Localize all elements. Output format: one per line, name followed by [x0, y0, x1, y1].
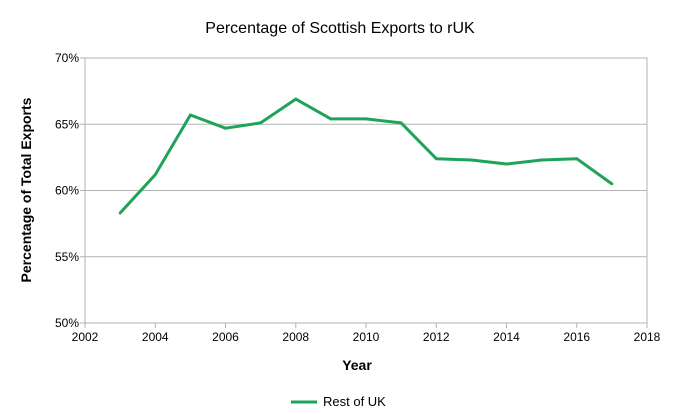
data-point-2013	[469, 158, 473, 162]
y-tick-label-60: 60%	[55, 184, 79, 198]
legend-label-rest-of-uk: Rest of UK	[323, 394, 386, 409]
x-tick-label-2012: 2012	[423, 330, 450, 344]
x-tick-label-2004: 2004	[142, 330, 169, 344]
data-point-2006	[224, 126, 227, 130]
series-layer	[118, 97, 614, 215]
data-point-2011	[399, 121, 403, 125]
y-tick-label-50: 50%	[55, 316, 79, 330]
x-tick-label-2008: 2008	[282, 330, 309, 344]
y-tick-label-65: 65%	[55, 117, 79, 131]
x-axis-title: Year	[342, 357, 372, 373]
legend: Rest of UK	[291, 394, 386, 409]
y-axis-ticks: 50% 55% 60% 65% 70%	[55, 51, 85, 330]
data-point-2003	[118, 211, 122, 215]
grid	[85, 123, 647, 258]
data-point-2012	[434, 157, 438, 161]
x-tick-label-2002: 2002	[72, 330, 99, 344]
x-tick-label-2014: 2014	[493, 330, 520, 344]
data-point-2004	[153, 173, 157, 177]
x-tick-label-2006: 2006	[212, 330, 239, 344]
chart-title: Percentage of Scottish Exports to rUK	[205, 20, 475, 37]
y-tick-label-70: 70%	[55, 51, 79, 65]
x-tick-label-2016: 2016	[563, 330, 590, 344]
data-point-2009	[329, 117, 333, 121]
data-point-2007	[259, 121, 263, 125]
data-point-2008	[294, 97, 298, 101]
y-axis-title: Percentage of Total Exports	[18, 97, 34, 282]
data-point-2015	[540, 158, 544, 162]
data-point-2017	[610, 182, 614, 186]
data-point-2016	[575, 157, 579, 161]
x-tick-label-2018: 2018	[634, 330, 661, 344]
series-line-0	[118, 97, 613, 215]
data-point-2014	[505, 162, 508, 166]
y-tick-label-55: 55%	[55, 250, 79, 264]
x-tick-label-2010: 2010	[353, 330, 380, 344]
data-point-2010	[364, 117, 368, 121]
x-axis-ticks: 2002 2004 2006 2008 2010 2012 2014 2016 2018	[72, 323, 661, 344]
data-point-2005	[188, 113, 192, 117]
